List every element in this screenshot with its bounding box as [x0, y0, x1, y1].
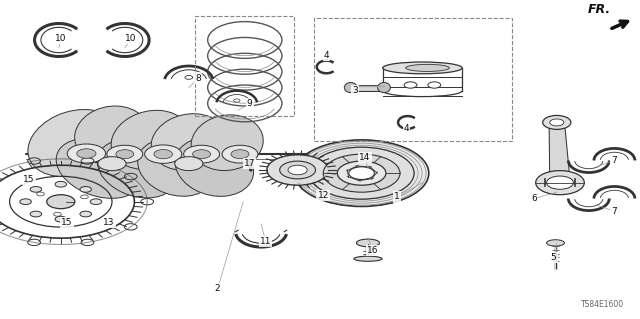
Text: 13: 13	[103, 218, 115, 227]
Text: 16: 16	[367, 246, 379, 255]
Ellipse shape	[75, 106, 149, 164]
Text: 10: 10	[125, 34, 137, 43]
Circle shape	[67, 144, 106, 163]
Circle shape	[81, 195, 88, 199]
Bar	[314, 18, 512, 141]
Text: 3: 3	[353, 86, 358, 95]
Text: FR.: FR.	[588, 3, 611, 16]
Circle shape	[231, 150, 249, 159]
Circle shape	[294, 140, 429, 206]
Ellipse shape	[28, 109, 119, 177]
Circle shape	[404, 82, 417, 88]
Circle shape	[55, 216, 67, 222]
Circle shape	[337, 161, 386, 185]
Circle shape	[536, 171, 584, 195]
Ellipse shape	[56, 138, 142, 198]
Circle shape	[323, 154, 400, 192]
Circle shape	[309, 147, 414, 199]
Ellipse shape	[547, 240, 564, 246]
Text: 15: 15	[23, 175, 35, 184]
Circle shape	[175, 157, 203, 171]
Ellipse shape	[138, 139, 214, 196]
Ellipse shape	[344, 83, 357, 93]
Text: 10: 10	[55, 34, 67, 43]
Bar	[195, 16, 294, 116]
Text: 7: 7	[612, 156, 617, 165]
Circle shape	[184, 145, 220, 163]
Circle shape	[222, 145, 258, 163]
Ellipse shape	[378, 83, 390, 93]
Text: 6: 6	[532, 194, 537, 203]
Text: 14: 14	[359, 153, 371, 162]
Circle shape	[547, 176, 573, 189]
Circle shape	[185, 76, 193, 79]
Text: 7: 7	[612, 207, 617, 216]
Text: 12: 12	[317, 191, 329, 200]
Polygon shape	[549, 122, 570, 183]
Ellipse shape	[354, 256, 382, 261]
Circle shape	[107, 145, 143, 163]
Circle shape	[543, 115, 571, 130]
Circle shape	[30, 187, 42, 192]
Text: 5: 5	[551, 253, 556, 262]
Circle shape	[145, 145, 182, 163]
Ellipse shape	[383, 62, 462, 74]
Circle shape	[80, 211, 92, 217]
Circle shape	[90, 199, 102, 204]
Circle shape	[193, 150, 211, 159]
Circle shape	[349, 167, 374, 180]
Circle shape	[54, 212, 61, 216]
Circle shape	[267, 155, 328, 185]
Circle shape	[47, 195, 75, 209]
Text: 2: 2	[215, 284, 220, 293]
Ellipse shape	[111, 110, 189, 169]
Ellipse shape	[175, 137, 253, 197]
Circle shape	[288, 165, 307, 175]
Ellipse shape	[356, 239, 380, 247]
Circle shape	[234, 99, 240, 102]
Circle shape	[550, 119, 564, 126]
Circle shape	[80, 187, 92, 192]
Text: 8: 8	[196, 74, 201, 83]
Circle shape	[428, 82, 441, 88]
Circle shape	[30, 211, 42, 217]
Circle shape	[116, 150, 134, 159]
Ellipse shape	[191, 115, 263, 171]
Ellipse shape	[406, 64, 449, 71]
Circle shape	[55, 182, 67, 187]
Text: 9: 9	[247, 99, 252, 108]
Circle shape	[77, 149, 96, 158]
Circle shape	[20, 199, 31, 204]
Ellipse shape	[151, 114, 227, 170]
Text: 1: 1	[394, 192, 399, 201]
Text: 11: 11	[260, 237, 271, 246]
Circle shape	[154, 150, 173, 159]
Text: 17: 17	[244, 159, 255, 168]
Text: 15: 15	[61, 218, 73, 227]
Text: 4: 4	[404, 124, 409, 133]
Ellipse shape	[97, 139, 178, 198]
Circle shape	[36, 192, 44, 196]
Circle shape	[98, 157, 126, 171]
Text: TS84E1600: TS84E1600	[581, 300, 624, 309]
Circle shape	[280, 161, 316, 179]
Text: 4: 4	[324, 51, 329, 60]
